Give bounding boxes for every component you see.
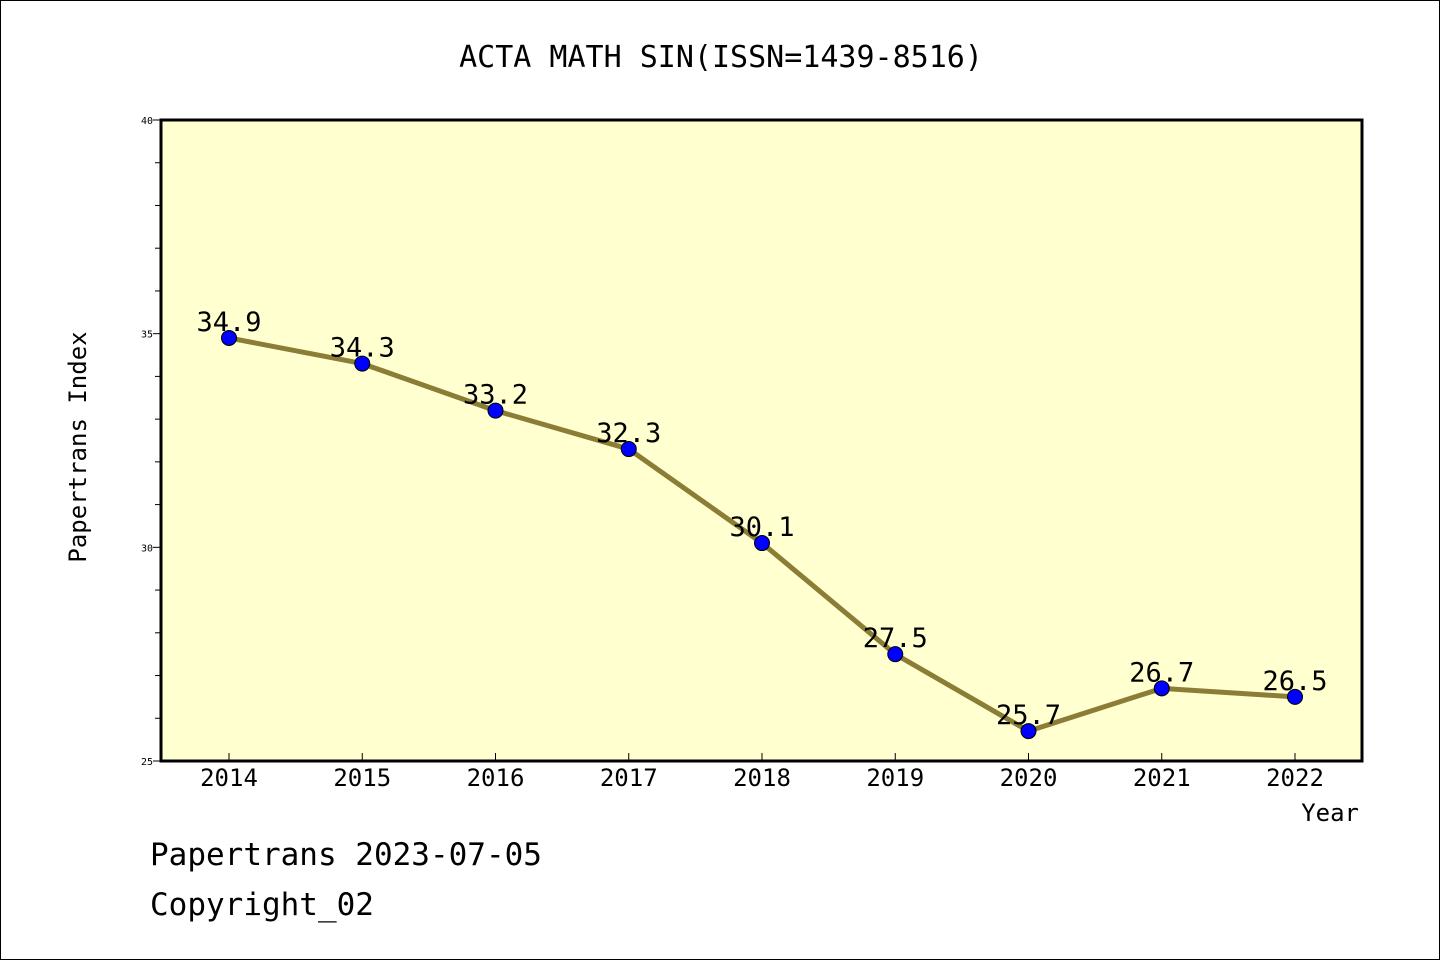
- data-label: 32.3: [596, 418, 661, 449]
- x-tick-label: 2016: [467, 764, 525, 792]
- data-label: 25.7: [996, 700, 1061, 731]
- x-tick-label: 2018: [733, 764, 791, 792]
- x-tick-label: 2021: [1133, 764, 1191, 792]
- data-point: [354, 355, 371, 372]
- data-point: [487, 402, 504, 419]
- data-point: [887, 646, 904, 663]
- data-point: [1020, 723, 1037, 740]
- data-point: [754, 535, 770, 552]
- plot-area: [159, 118, 1364, 763]
- x-axis-title: Year: [1301, 799, 1359, 827]
- footer-copyright: Copyright_02: [150, 887, 374, 923]
- footer-date: Papertrans 2023-07-05: [150, 837, 542, 873]
- data-label: 33.2: [463, 380, 528, 411]
- data-labels: 34.9 34.3 33.2 32.3 30.1 27.5 25.7 26.7 26.5: [196, 307, 1327, 731]
- x-tick-label: 2017: [600, 764, 658, 792]
- y-tick-label: 40: [141, 116, 153, 127]
- data-point: [620, 441, 637, 458]
- data-point: [1153, 680, 1170, 697]
- x-tick-label: 2015: [333, 764, 391, 792]
- x-tick-label: 2014: [200, 764, 258, 792]
- y-axis-title: Papertrans Index: [64, 331, 92, 562]
- data-label: 30.1: [729, 512, 794, 543]
- y-tick-label: 30: [141, 543, 153, 554]
- chart-title: ACTA MATH SIN(ISSN=1439-8516): [459, 40, 983, 75]
- data-point: [1287, 688, 1303, 705]
- data-point: [221, 329, 237, 346]
- y-axis: 25 30 35 40: [141, 116, 161, 768]
- data-points: [221, 329, 1303, 740]
- x-tick-label: 2020: [1000, 764, 1058, 792]
- y-tick-label: 35: [141, 330, 153, 341]
- x-axis: 2014 2015 2016 2017 2018 2019 2020 2021 2022: [200, 753, 1324, 792]
- x-tick-label: 2022: [1266, 764, 1324, 792]
- x-tick-label: 2019: [866, 764, 924, 792]
- data-label: 34.9: [196, 307, 261, 338]
- data-label: 27.5: [863, 623, 928, 654]
- y-tick-label: 25: [141, 757, 153, 768]
- data-label: 26.7: [1129, 657, 1194, 688]
- data-label: 26.5: [1262, 666, 1327, 697]
- data-label: 34.3: [330, 333, 395, 364]
